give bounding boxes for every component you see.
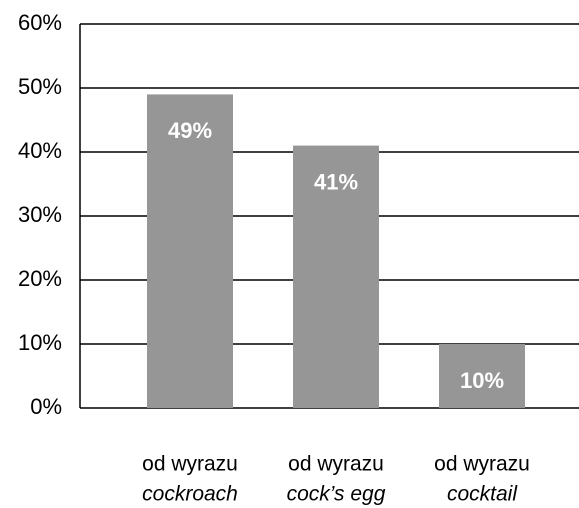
bar bbox=[147, 94, 233, 409]
y-tick-label: 20% bbox=[18, 266, 62, 291]
x-tick-label: od wyrazu bbox=[142, 453, 238, 476]
y-tick-label: 60% bbox=[18, 10, 62, 35]
x-tick-label: cocktail bbox=[447, 483, 518, 506]
x-tick-label: od wyrazu bbox=[288, 453, 384, 476]
value-label: 10% bbox=[460, 368, 504, 393]
value-label: 49% bbox=[168, 118, 212, 143]
bar bbox=[439, 344, 525, 408]
x-tick-label: cockroach bbox=[142, 483, 238, 506]
y-tick-label: 10% bbox=[18, 330, 62, 355]
y-tick-label: 40% bbox=[18, 138, 62, 163]
x-tick-label: od wyrazu bbox=[434, 453, 530, 476]
y-tick-label: 30% bbox=[18, 202, 62, 227]
y-tick-label: 50% bbox=[18, 74, 62, 99]
bar bbox=[293, 145, 379, 408]
y-tick-label: 0% bbox=[30, 394, 62, 419]
value-label: 41% bbox=[314, 169, 358, 194]
x-tick-label: cock’s egg bbox=[287, 483, 386, 506]
